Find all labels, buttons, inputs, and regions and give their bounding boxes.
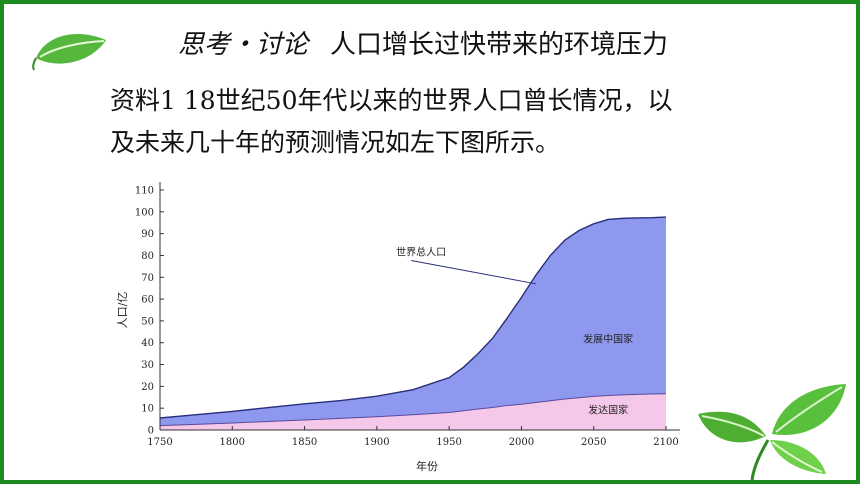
y-tick-label: 20 [141, 382, 154, 393]
y-tick-label: 60 [141, 295, 154, 306]
y-axis-label: 人口/亿 [116, 292, 129, 329]
y-tick-label: 70 [141, 273, 154, 284]
x-tick-label: 1750 [147, 437, 172, 448]
x-axis-label: 年份 [416, 459, 438, 473]
line-total [159, 216, 667, 419]
y-tick-label: 100 [135, 207, 154, 218]
x-tick-label: 2100 [653, 437, 678, 448]
y-tick-label: 90 [141, 229, 154, 240]
x-tick-label: 2050 [581, 437, 606, 448]
y-tick-label: 80 [141, 251, 154, 262]
area-label-developing: 发展中国家 [583, 333, 633, 346]
body-line-2: 及未来几十年的预测情况如左下图所示。 [110, 128, 561, 157]
population-chart: 0 10 20 30 40 50 60 70 80 90 100 110 1750 1800 1850 190… [116, 182, 680, 473]
leaves-icon [698, 384, 846, 481]
x-tick-label: 1900 [364, 437, 389, 448]
body-line-1: 资料1 18世纪50年代以来的世界人口曾长情况，以 [110, 86, 673, 115]
y-tick-label: 40 [141, 338, 154, 349]
y-tick-label: 30 [141, 360, 154, 371]
x-tick-label: 2000 [509, 437, 534, 448]
x-tick-label: 1950 [436, 437, 461, 448]
total-population-label: 世界总人口 [396, 245, 446, 258]
title-main: 人口增长过快带来的环境压力 [330, 30, 669, 60]
x-tick-label: 1800 [220, 437, 245, 448]
y-tick-label: 50 [141, 316, 154, 327]
line-developed [159, 393, 667, 427]
slide-title: 思考・讨论 人口增长过快带来的环境压力 [178, 24, 668, 61]
y-tick-label: 110 [135, 186, 154, 197]
leaf-icon [32, 34, 106, 71]
y-tick-label: 10 [141, 404, 154, 415]
x-tick-label: 1850 [292, 437, 317, 448]
total-label-leader [411, 259, 536, 285]
title-topic: 思考・讨论 [178, 30, 309, 60]
area-developing [160, 217, 666, 426]
body-text: 资料1 18世纪50年代以来的世界人口曾长情况，以 及未来几十年的预测情况如左下… [110, 80, 770, 164]
y-tick-label: 0 [148, 426, 154, 437]
area-label-developed: 发达国家 [588, 404, 628, 417]
